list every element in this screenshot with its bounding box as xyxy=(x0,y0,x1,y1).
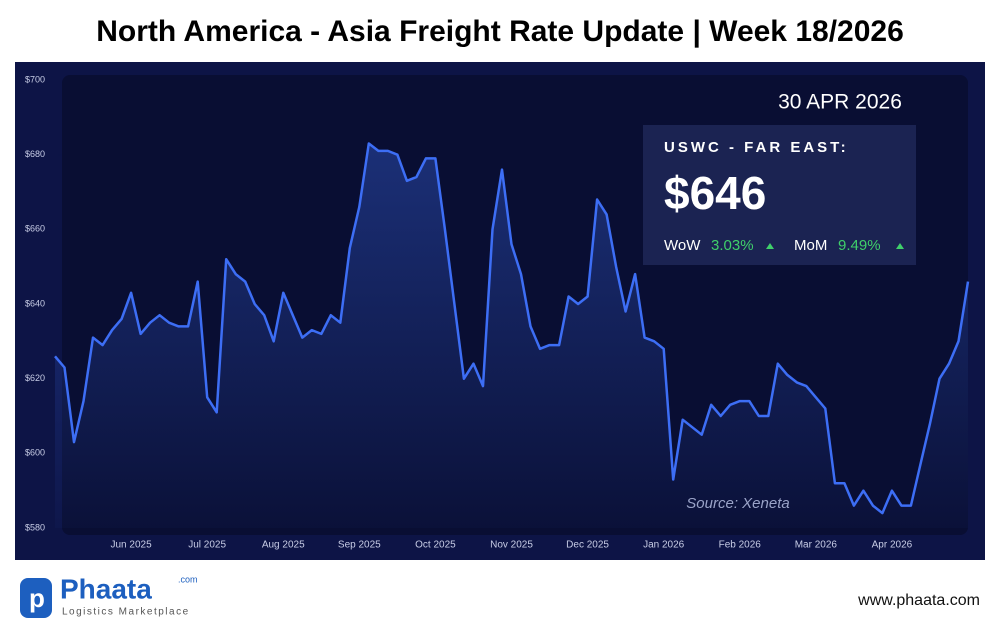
tagline: Logistics Marketplace xyxy=(62,607,190,618)
y-tick-label: $700 xyxy=(25,74,45,84)
x-tick-label: Feb 2026 xyxy=(719,540,762,551)
page-title: North America - Asia Freight Rate Update… xyxy=(96,15,904,48)
logo-letter: p xyxy=(29,583,45,613)
line xyxy=(54,142,970,515)
up-arrow xyxy=(896,243,904,249)
price: $646 xyxy=(664,167,766,219)
wow-label: WoW xyxy=(664,237,701,254)
y-tick-label: $640 xyxy=(25,298,45,308)
y-tick-label: $680 xyxy=(25,149,45,159)
area xyxy=(55,143,968,528)
x-tick-label: Jan 2026 xyxy=(643,540,685,551)
logo-icon xyxy=(20,578,52,618)
x-tick-label: Dec 2025 xyxy=(566,540,609,551)
route-label: USWC - FAR EAST: xyxy=(664,139,849,156)
brand-suffix: .com xyxy=(178,574,198,584)
brand: Phaata xyxy=(60,573,152,604)
x-tick-label: Apr 2026 xyxy=(872,540,913,551)
y-tick-label: $600 xyxy=(25,448,45,458)
date-label: 30 APR 2026 xyxy=(778,91,902,114)
y-tick-label: $580 xyxy=(25,522,45,532)
mom-label: MoM xyxy=(794,237,827,254)
x-tick-label: Jun 2025 xyxy=(111,540,153,551)
y-tick-label: $660 xyxy=(25,224,45,234)
wow-value: 3.03% xyxy=(711,237,754,254)
y-tick-label: $620 xyxy=(25,373,45,383)
x-tick-label: Jul 2025 xyxy=(188,540,226,551)
source: Source: Xeneta xyxy=(686,495,789,512)
x-tick-label: Aug 2025 xyxy=(262,540,305,551)
x-tick-label: Sep 2025 xyxy=(338,540,381,551)
x-tick-label: Mar 2026 xyxy=(795,540,838,551)
mom-value: 9.49% xyxy=(838,237,881,254)
up-arrow xyxy=(766,243,774,249)
info-box xyxy=(643,125,916,265)
x-tick-label: Oct 2025 xyxy=(415,540,456,551)
x-tick-label: Nov 2025 xyxy=(490,540,533,551)
url: www.phaata.com xyxy=(857,592,980,609)
